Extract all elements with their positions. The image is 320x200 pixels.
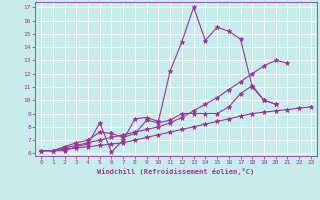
X-axis label: Windchill (Refroidissement éolien,°C): Windchill (Refroidissement éolien,°C) [97,168,255,175]
